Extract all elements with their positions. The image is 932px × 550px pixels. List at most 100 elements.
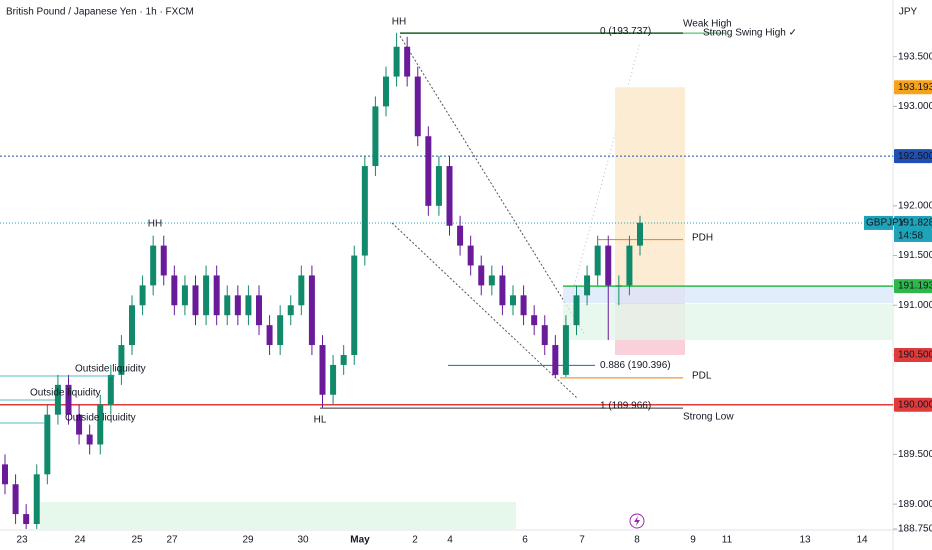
candle-body [446,166,453,226]
annotation: HH [148,219,162,230]
candle-body [213,275,220,316]
x-tick-label: 25 [131,535,143,546]
candle-body [340,354,347,365]
level-label: PDH [692,232,713,243]
trendline [391,222,578,399]
annotation: Outside liquidity [30,388,101,399]
demand-zone [40,502,516,530]
currency: JPY [899,7,918,18]
candle-body [277,315,284,346]
target-zone [615,87,685,287]
y-tick-label: 191.000 [898,300,932,311]
candle-body [171,275,178,306]
candle-body [139,285,146,306]
candle-body [44,414,51,475]
y-tick-label: 189.000 [898,499,932,510]
candle-body [287,305,294,316]
candle-body [562,325,569,375]
x-tick-label: 13 [799,535,811,546]
price-tag [894,80,932,95]
candle-body [605,245,612,286]
candle-body [457,225,464,246]
candle-body [393,46,400,77]
x-tick-label: 29 [242,535,254,546]
x-tick-label: 4 [447,535,453,546]
x-tick-label: 30 [297,535,309,546]
symbol-label: GBPJPY [866,218,906,229]
liquidity-zone [563,286,893,304]
candle-body [425,136,432,206]
candle-body [584,275,591,296]
candle-body [23,514,30,525]
candle-body [594,245,601,276]
candle-body [478,265,485,286]
price-tag-label: 191.193 [898,281,932,292]
x-tick-label: 24 [74,535,86,546]
candle-body [2,464,8,485]
level-label: PDL [692,371,712,382]
alert-icon[interactable] [629,513,645,529]
candle-body [637,222,643,246]
price-tag-label: 193.193 [898,82,932,93]
annotation: HL [314,415,327,426]
price-tag [894,347,932,362]
candle-body [245,295,252,316]
price-tag [894,215,932,230]
price-tag-label: 191.828 [898,218,932,229]
x-tick-label: 9 [690,535,696,546]
candle-body [298,275,305,306]
candle-body [224,295,231,316]
level-label: 0.886 (190.396) [600,360,671,371]
support-zone [563,304,893,341]
candle-body [76,414,83,435]
y-tick-label: 192.000 [898,200,932,211]
y-tick-label: 193.500 [898,51,932,62]
candle-body [499,275,506,306]
candle-body [192,285,199,316]
candle-body [150,245,157,286]
x-tick-label: 7 [579,535,585,546]
price-tag [894,149,932,164]
candle-body [510,295,516,306]
candle-body [107,374,114,405]
price-tag-label: 192.500 [898,151,932,162]
candle-body [488,275,495,286]
x-tick-label: May [350,535,370,546]
candle-body [118,345,125,375]
candle-body [54,384,61,415]
candle-body [160,245,167,276]
candle-body [404,46,411,77]
candle-body [467,245,474,266]
candle-body [573,295,580,326]
annotation: Weak High [683,19,732,30]
price-tag-label: 190.000 [898,399,932,410]
candle-body [383,76,389,107]
x-tick-label: 27 [166,535,178,546]
candle-body [351,255,358,355]
chart-title: British Pound / Japanese Yen · 1h · FXCM [6,7,194,18]
candle-body [12,484,19,515]
symbol-tag [864,215,893,230]
candle-body [531,315,538,326]
x-tick-label: 8 [634,535,640,546]
trendline [399,35,586,336]
candle-body [129,305,135,346]
y-tick-label: 189.500 [898,449,932,460]
x-tick-label: 6 [522,535,528,546]
candle-body [552,345,559,375]
y-tick-label: 191.500 [898,250,932,261]
price-tag [894,279,932,294]
candle-body [33,474,40,525]
candle-body [330,364,337,395]
price-tag-label: 190.500 [898,350,932,361]
candle-body [266,325,273,346]
annotation: Outside liquidity [65,413,136,424]
candle-body [97,404,104,445]
candle-body [372,106,379,167]
annotation: Strong Swing High ✓ [703,28,797,39]
x-tick-label: 2 [412,535,418,546]
x-tick-label: 23 [16,535,28,546]
candle-body [65,384,72,415]
